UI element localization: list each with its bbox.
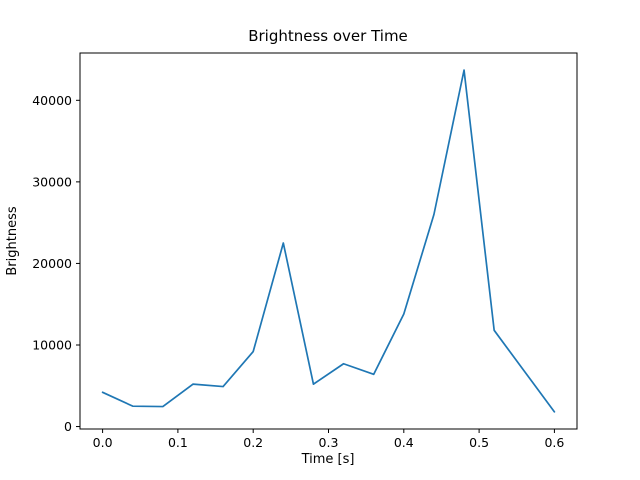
x-tick-label: 0.5 — [469, 435, 489, 450]
brightness-series-line — [101, 69, 556, 413]
y-tick-label: 0 — [64, 419, 72, 434]
x-tick-label: 0.0 — [93, 435, 113, 450]
x-tick-label: 0.6 — [544, 435, 564, 450]
y-tick-label: 20000 — [32, 256, 72, 271]
x-tick-label: 0.4 — [394, 435, 414, 450]
x-axis-label: Time [s] — [301, 452, 355, 467]
y-axis-label: Brightness — [5, 206, 20, 275]
y-tick-label: 30000 — [32, 174, 72, 189]
plot-area: 0.0 0.1 0.2 0.3 0.4 0.5 0.6 0 10000 20000 30000 400… — [32, 52, 578, 450]
x-tick-label: 0.3 — [319, 435, 339, 450]
axes-frame — [79, 52, 578, 430]
x-tick-label: 0.2 — [243, 435, 263, 450]
chart-title: Brightness over Time — [248, 27, 408, 45]
x-tick-label: 0.1 — [168, 435, 188, 450]
y-tick-label: 40000 — [32, 93, 72, 108]
y-tick-label: 10000 — [32, 337, 72, 352]
